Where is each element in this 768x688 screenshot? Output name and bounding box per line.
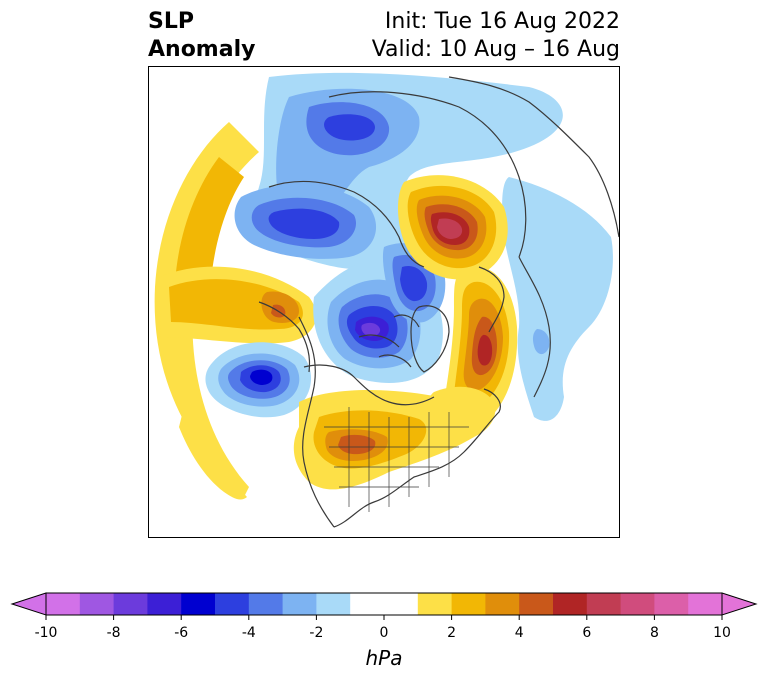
colorbar-tick-label: -10 [35, 625, 58, 641]
coastlines [258, 76, 619, 528]
colorbar-swatch [147, 593, 182, 615]
anomaly-shade [154, 122, 259, 497]
colorbar-swatch [553, 593, 588, 615]
anomaly-shade [477, 334, 493, 366]
anomaly-shade [361, 322, 381, 337]
anomaly-shade [250, 369, 273, 385]
title-init-date: Init: Tue 16 Aug 2022 [384, 9, 620, 34]
colorbar-swatch [519, 593, 554, 615]
border-line [324, 407, 469, 512]
colorbar-tick-label: 6 [582, 625, 591, 641]
title-field: Anomaly [148, 37, 256, 62]
anomaly-shade [532, 329, 550, 355]
anomaly-shade [427, 386, 496, 442]
colorbar-swatch [350, 593, 419, 615]
colorbar-swatch [46, 593, 81, 615]
coastline-siberia [268, 180, 425, 268]
state-borders [324, 407, 469, 512]
colorbar-swatch [113, 593, 148, 615]
colorbar-swatch [654, 593, 689, 615]
colorbar-tick-label: -2 [309, 625, 323, 641]
colorbar-tick-label: 0 [380, 625, 389, 641]
anomaly-map [154, 72, 619, 528]
colorbar-graphic: -10 -8 -6 -4 -2 0 2 4 6 8 10 hPa [10, 592, 758, 670]
coastline-scandinavia [478, 266, 505, 333]
colorbar-swatch [688, 593, 723, 615]
coastline-north-america [298, 316, 501, 528]
colorbar-swatch [417, 593, 453, 615]
anomaly-shade [338, 434, 376, 455]
coastline-arctic-islands [358, 314, 420, 368]
coastline-eurasia [328, 91, 551, 398]
coastline-greenland [410, 305, 450, 373]
colorbar-swatch [79, 593, 115, 615]
colorbar-swatch [620, 593, 655, 615]
chart-title-right: Init: Tue 16 Aug 2022 Valid: 10 Aug – 16… [372, 8, 620, 64]
colorbar-tick-label: -8 [107, 625, 121, 641]
colorbar-extend-min [10, 592, 47, 616]
colorbar-swatch [586, 593, 622, 615]
colorbar-tick-label: -6 [174, 625, 188, 641]
colorbar-tick-label: 4 [515, 625, 524, 641]
anomaly-shade [268, 208, 340, 239]
coastline-eurasia [448, 76, 619, 238]
colorbar-swatch [215, 593, 250, 615]
anomaly-shade [437, 218, 463, 239]
map-panel [148, 66, 620, 538]
colorbar-units-label: hPa [366, 646, 403, 670]
colorbar-tick-label: -4 [242, 625, 256, 641]
colorbar-swatch [451, 593, 486, 615]
anomaly-shade [324, 114, 375, 141]
anomaly-shade [179, 407, 247, 500]
colorbar-tick-label: 2 [447, 625, 456, 641]
colorbar: -10 -8 -6 -4 -2 0 2 4 6 8 10 hPa [0, 585, 768, 684]
title-valid-range: Valid: 10 Aug – 16 Aug [371, 37, 620, 62]
colorbar-swatch [485, 593, 520, 615]
colorbar-swatch [181, 593, 216, 615]
anomaly-fill [154, 72, 613, 500]
colorbar-tick-label: 8 [650, 625, 659, 641]
title-variable: SLP [148, 9, 194, 34]
coastline-north-america [303, 364, 435, 406]
colorbar-swatch [282, 593, 317, 615]
colorbar-swatch [248, 593, 284, 615]
colorbar-tick-label: 10 [713, 625, 731, 641]
colorbar-swatch [316, 593, 351, 615]
anomaly-shade [400, 265, 428, 302]
chart-title-left: SLP Anomaly [148, 8, 255, 64]
coastline-alaska [258, 301, 311, 373]
anomaly-shade [502, 177, 613, 421]
colorbar-extend-max [721, 592, 758, 616]
